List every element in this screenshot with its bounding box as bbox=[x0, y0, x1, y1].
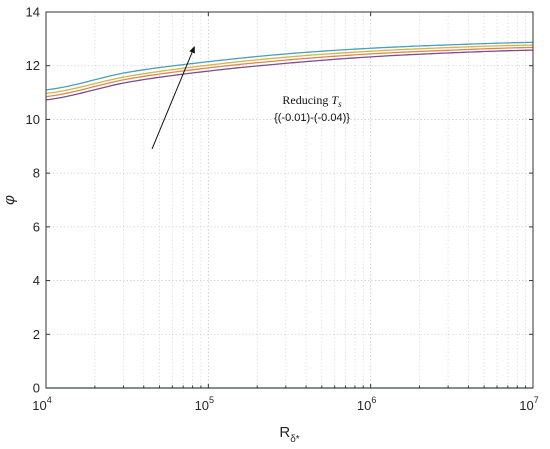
x-tick-label-base: 10 bbox=[357, 398, 371, 413]
annotation-symbol-subscript: s bbox=[338, 99, 342, 109]
y-tick-label: 2 bbox=[33, 327, 40, 342]
x-axis-label: Rδ* bbox=[279, 424, 299, 445]
x-tick-label: 107 bbox=[519, 395, 538, 413]
series-line-1 bbox=[45, 41, 534, 91]
annotation-line-1: Reducing Ts bbox=[282, 93, 342, 109]
y-tick-label: 0 bbox=[33, 381, 40, 396]
grid bbox=[46, 12, 533, 388]
x-tick-label-exponent: 5 bbox=[209, 395, 214, 405]
x-tick-label-exponent: 7 bbox=[534, 395, 539, 405]
y-tick-label: 10 bbox=[26, 112, 40, 127]
series-line-2 bbox=[45, 44, 534, 95]
annotation-symbol: T bbox=[331, 93, 339, 107]
y-tick-label: 8 bbox=[33, 166, 40, 181]
x-tick-label-base: 10 bbox=[195, 398, 209, 413]
series-line-4 bbox=[45, 49, 534, 101]
x-tick-label-exponent: 6 bbox=[371, 395, 376, 405]
x-tick-label: 105 bbox=[195, 395, 214, 413]
series-line-3 bbox=[45, 46, 534, 98]
x-tick-label-base: 10 bbox=[32, 398, 46, 413]
y-axis-label: φ bbox=[1, 195, 18, 205]
annotation-line-2: {(-0.01)-(-0.04)} bbox=[274, 112, 350, 124]
plot-frame bbox=[45, 11, 534, 389]
x-tick-label-base: 10 bbox=[519, 398, 533, 413]
annotation: Reducing Ts {(-0.01)-(-0.04)} bbox=[151, 45, 350, 150]
annotation-prefix: Reducing bbox=[282, 93, 331, 107]
y-tick-label: 4 bbox=[33, 273, 40, 288]
x-axis-label-subscript: δ* bbox=[290, 434, 300, 445]
annotation-arrow bbox=[151, 45, 195, 150]
x-tick-label-exponent: 4 bbox=[47, 395, 52, 405]
y-tick-label: 6 bbox=[33, 219, 40, 234]
x-tick-label: 104 bbox=[32, 395, 51, 413]
x-tick-label: 106 bbox=[357, 395, 376, 413]
y-tick-label: 14 bbox=[26, 5, 40, 20]
y-tick-label: 12 bbox=[26, 58, 40, 73]
x-axis-label-main: R bbox=[279, 424, 290, 441]
